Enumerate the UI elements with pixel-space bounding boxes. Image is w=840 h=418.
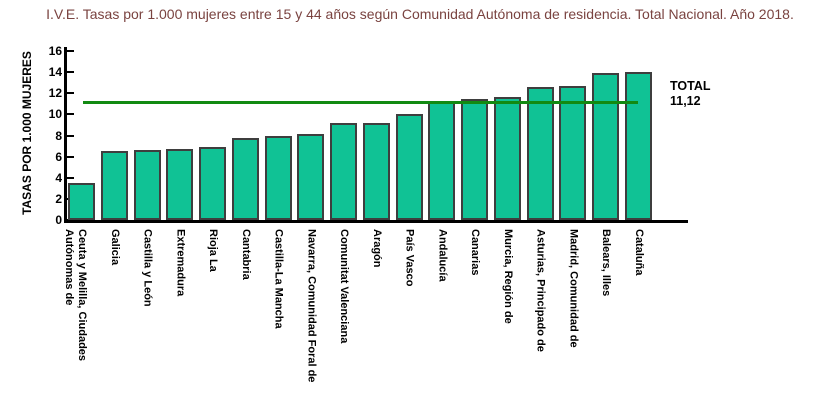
y-tick-mark: [67, 71, 74, 74]
y-tick-label: 10: [48, 107, 62, 122]
bar: [231, 137, 259, 220]
x-axis-label: Comunitat Valenciana: [338, 229, 350, 344]
bar: [68, 183, 95, 220]
bar: [330, 122, 357, 220]
y-axis-title: TASAS POR 1.000 MUJERES: [20, 51, 34, 215]
bar: [526, 86, 554, 220]
bar: [133, 150, 161, 220]
bar: [166, 149, 194, 220]
total-reference-line: [83, 101, 638, 105]
y-tick-label: 8: [55, 128, 62, 143]
x-axis-label: Galicia: [108, 229, 121, 266]
bar: [559, 85, 587, 220]
y-tick-label: 16: [48, 44, 62, 58]
y-tick-mark: [67, 134, 74, 137]
bar: [362, 122, 390, 220]
x-axis-label: Balears, Illes: [600, 229, 612, 297]
x-axis-label: Canarias: [469, 229, 481, 276]
chart-title: I.V.E. Tasas por 1.000 mujeres entre 15 …: [46, 6, 794, 22]
bar: [428, 101, 456, 220]
x-axis-label: Andalucía: [436, 229, 449, 282]
bar: [100, 151, 128, 220]
y-tick-label: 4: [55, 170, 62, 185]
total-annotation-label: TOTAL: [670, 79, 711, 93]
x-axis-label: Murcia, Región de: [501, 229, 514, 324]
x-axis-label: Asturias, Principado de: [534, 229, 547, 352]
x-axis-label: Cantabria: [239, 229, 252, 280]
bar: [461, 98, 488, 220]
y-tick-label: 2: [55, 191, 62, 206]
x-axis-label: País Vasco: [403, 229, 416, 287]
x-axis-label: Cataluña: [632, 229, 645, 276]
bar: [493, 97, 521, 220]
y-tick-mark: [67, 50, 74, 52]
x-axis-label: Navarra, Comunidad Foral de: [305, 229, 318, 383]
x-axis-label: Castilla y León: [141, 229, 154, 307]
y-tick-mark: [67, 92, 74, 95]
total-annotation-value: 11,12: [670, 94, 701, 108]
x-axis-line: [64, 220, 688, 223]
y-tick-label: 0: [55, 213, 62, 227]
y-tick-mark: [67, 155, 74, 158]
bar: [624, 72, 652, 220]
y-tick-mark: [67, 219, 74, 221]
x-axis-label: Aragón: [370, 229, 383, 268]
bar: [592, 73, 619, 220]
x-axis-label: Castilla-La Mancha: [272, 229, 285, 329]
y-axis-line: [64, 47, 67, 223]
x-axis-label: Madrid, Comunidad de: [567, 229, 580, 348]
y-tick-label: 14: [48, 65, 62, 80]
bar: [199, 147, 226, 220]
y-tick-mark: [67, 176, 74, 179]
y-tick-label: 12: [48, 86, 62, 101]
x-axis-label: Extremadura: [174, 229, 187, 297]
bar: [395, 114, 423, 220]
y-tick-label: 6: [55, 149, 62, 164]
x-axis-label: Rioja La: [207, 229, 219, 272]
y-tick-mark: [67, 113, 74, 116]
x-axis-label: Ceuta y Melilla, Ciudades Autónomas de: [63, 229, 88, 362]
total-annotation: TOTAL 11,12: [670, 79, 740, 109]
bar: [297, 134, 325, 220]
bar: [264, 135, 292, 220]
